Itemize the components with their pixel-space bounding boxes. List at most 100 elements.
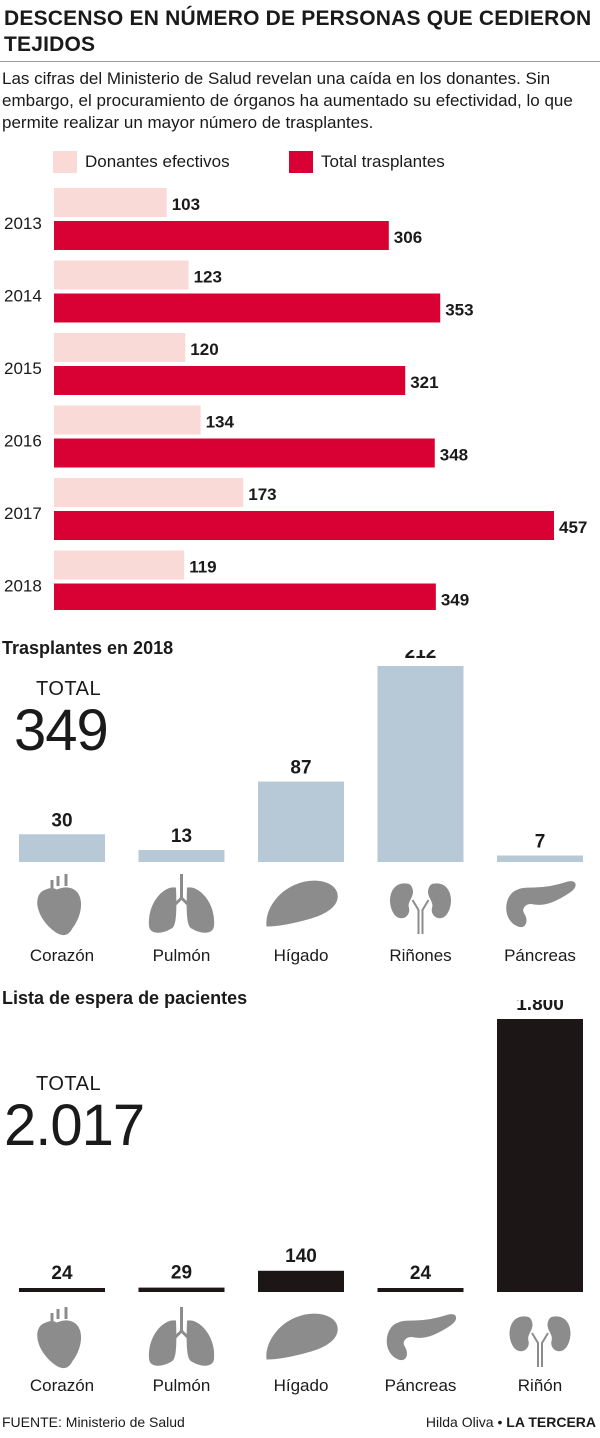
heart-icon bbox=[37, 874, 81, 936]
value-label-trasplantes: 457 bbox=[559, 518, 587, 537]
organ-value-label: 87 bbox=[290, 758, 311, 779]
kidneys-icon-right bbox=[427, 883, 451, 919]
chart-subtitle: Las cifras del Ministerio de Salud revel… bbox=[2, 69, 573, 132]
total-label-espera: TOTAL bbox=[36, 1073, 102, 1095]
footer-publication: LA TERCERA bbox=[506, 1414, 596, 1430]
value-label-donantes: 119 bbox=[189, 558, 216, 577]
waitlist-value-label: 24 bbox=[410, 1263, 432, 1284]
kidneys-icon bbox=[509, 1316, 571, 1367]
organ-value-label: 7 bbox=[535, 832, 546, 853]
organ-value-label: 13 bbox=[171, 826, 192, 847]
organ-bar bbox=[497, 855, 583, 862]
footer-source: FUENTE: Ministerio de Salud bbox=[2, 1414, 185, 1430]
organ-category-label: Páncreas bbox=[504, 946, 576, 965]
waitlist-value-label: 140 bbox=[285, 1246, 317, 1267]
kidneys-icon-ureters bbox=[531, 1332, 549, 1367]
organ-bar bbox=[258, 781, 344, 862]
footer-credit: Hilda Oliva • LA TERCERA bbox=[426, 1414, 596, 1430]
pancreas-icon bbox=[506, 881, 576, 928]
kidneys-icon-right bbox=[547, 1316, 571, 1352]
waitlist-category-label: Páncreas bbox=[385, 1376, 457, 1395]
waitlist-bar bbox=[258, 1270, 344, 1292]
organ-category-label: Corazón bbox=[30, 946, 94, 965]
kidneys-icon-ureters bbox=[411, 899, 430, 934]
waitlist-category-label: Pulmón bbox=[153, 1376, 211, 1395]
title-divider bbox=[0, 61, 600, 62]
liver-icon bbox=[266, 1313, 338, 1360]
legend-label-trasplantes: Total trasplantes bbox=[321, 152, 445, 171]
heart-icon-vessels bbox=[50, 1307, 68, 1321]
year-label: 2013 bbox=[4, 214, 42, 233]
bar-donantes bbox=[54, 260, 189, 290]
kidneys-icon-left bbox=[509, 1316, 533, 1352]
value-label-trasplantes: 306 bbox=[394, 228, 422, 247]
total-value-trasplantes: 349 bbox=[14, 698, 109, 763]
organ-bar bbox=[377, 666, 464, 862]
year-label: 2018 bbox=[4, 577, 42, 596]
waitlist-value-label: 29 bbox=[171, 1263, 192, 1284]
bar-donantes bbox=[54, 405, 201, 435]
kidneys-icon bbox=[390, 883, 451, 934]
value-label-donantes: 120 bbox=[190, 340, 218, 359]
waitlist-category-label: Corazón bbox=[30, 1376, 94, 1395]
organ-category-label: Riñones bbox=[389, 946, 451, 965]
organ-transplant-chart: 30 Corazón 13 Pulmón 87 Hígado 212 Riñones 7 Pánc… bbox=[19, 650, 583, 965]
organ-category-label: Pulmón bbox=[153, 946, 211, 965]
heart-icon-body bbox=[37, 887, 81, 936]
bar-trasplantes bbox=[54, 221, 389, 250]
bar-donantes bbox=[54, 550, 185, 580]
value-label-trasplantes: 348 bbox=[440, 446, 468, 465]
chart-title: DESCENSO EN NÚMERO DE PERSONAS QUE CEDIE… bbox=[4, 7, 592, 56]
section-title-trasplantes-2018: Trasplantes en 2018 bbox=[2, 638, 174, 658]
bar-trasplantes bbox=[54, 293, 441, 323]
value-label-trasplantes: 349 bbox=[441, 591, 469, 610]
waitlist-value-label: 24 bbox=[51, 1263, 73, 1284]
lungs-icon-left bbox=[148, 1320, 177, 1366]
section-title-lista-espera: Lista de espera de pacientes bbox=[2, 988, 248, 1008]
footer-author: Hilda Oliva bbox=[425, 1414, 494, 1430]
total-value-espera: 2.017 bbox=[4, 1093, 145, 1158]
waitlist-bar bbox=[497, 1019, 583, 1292]
year-label: 2017 bbox=[4, 504, 42, 523]
value-label-donantes: 123 bbox=[194, 268, 222, 287]
value-label-trasplantes: 353 bbox=[445, 301, 473, 320]
organ-bar bbox=[19, 834, 105, 862]
waitlist-category-label: Hígado bbox=[274, 1376, 329, 1395]
liver-icon-body bbox=[266, 880, 338, 927]
organ-value-label: 30 bbox=[51, 810, 72, 831]
bar-trasplantes bbox=[54, 366, 406, 395]
waitlist-category-label: Riñón bbox=[518, 1376, 562, 1395]
pancreas-icon-body bbox=[386, 1314, 456, 1361]
bar-donantes bbox=[54, 333, 186, 362]
lungs-icon bbox=[148, 1307, 215, 1366]
heart-icon-vessels bbox=[50, 874, 68, 888]
waitlist-bar bbox=[19, 1288, 105, 1292]
legend-trasplantes: Total trasplantes bbox=[289, 149, 445, 175]
waitlist-value-label: 1.800 bbox=[516, 1000, 564, 1015]
bar-trasplantes bbox=[54, 438, 435, 468]
value-label-donantes: 134 bbox=[206, 413, 235, 432]
lungs-icon-right bbox=[186, 887, 215, 933]
organ-category-label: Hígado bbox=[274, 946, 329, 965]
lungs-icon-left bbox=[148, 887, 177, 933]
legend-swatch-trasplantes bbox=[289, 151, 313, 173]
legend-swatch-donantes bbox=[53, 151, 77, 173]
value-label-trasplantes: 321 bbox=[410, 373, 438, 392]
footer-separator: • bbox=[493, 1414, 507, 1430]
lungs-icon-right bbox=[186, 1320, 215, 1366]
year-label: 2016 bbox=[4, 432, 42, 451]
waitlist-chart: 24 Corazón 29 Pulmón 140 Hígado 24 Páncreas 1.80… bbox=[19, 1000, 583, 1395]
bar-trasplantes bbox=[54, 511, 554, 540]
liver-icon-body bbox=[266, 1313, 338, 1360]
legend-label-donantes: Donantes efectivos bbox=[85, 152, 230, 171]
pancreas-icon bbox=[386, 1314, 456, 1361]
kidneys-icon-left bbox=[390, 883, 414, 919]
waitlist-bar bbox=[138, 1287, 225, 1292]
liver-icon bbox=[266, 880, 338, 927]
total-label-trasplantes: TOTAL bbox=[36, 678, 102, 700]
bar-donantes bbox=[54, 478, 244, 507]
waitlist-bar bbox=[377, 1288, 464, 1292]
value-label-donantes: 173 bbox=[248, 485, 276, 504]
heart-icon-body bbox=[37, 1320, 81, 1369]
pancreas-icon-body bbox=[506, 881, 576, 928]
